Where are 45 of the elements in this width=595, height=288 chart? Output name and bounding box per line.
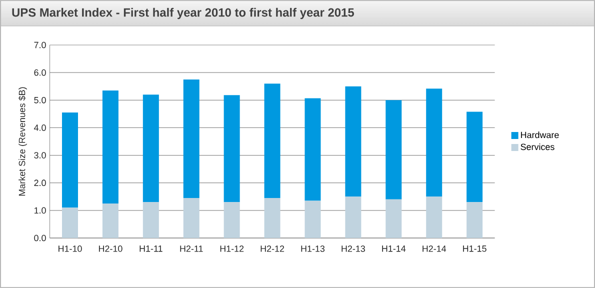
y-tick-label: 5.0 — [34, 96, 46, 104]
bar — [224, 202, 240, 238]
x-tick-label: H1-14 — [382, 246, 406, 252]
y-tick-label: 6.0 — [34, 69, 46, 76]
x-tick-label: H2-13 — [342, 246, 366, 252]
x-tick-label: H2-12 — [260, 246, 284, 252]
bar — [386, 199, 402, 238]
y-tick-label: 1.0 — [34, 207, 46, 214]
bar — [386, 100, 402, 200]
legend-label: Hardware — [521, 132, 559, 138]
chart-title: UPS Market Index - First half year 2010 to first half year 2015 — [12, 8, 354, 20]
bar — [426, 88, 442, 197]
bar — [426, 196, 442, 238]
x-tick-label: H2-14 — [422, 246, 446, 252]
bar — [304, 98, 321, 201]
y-axis-title: Market Size (Revenues $B) — [18, 87, 27, 196]
y-tick-label: 3.0 — [34, 152, 46, 158]
bar — [345, 86, 362, 197]
x-tick-label: H2-11 — [180, 246, 203, 252]
bar — [466, 202, 483, 238]
y-tick-label: 0.0 — [34, 234, 46, 242]
bar — [183, 198, 200, 238]
bar — [62, 112, 78, 208]
bar — [224, 95, 240, 202]
bar — [62, 208, 78, 238]
bar — [102, 90, 118, 204]
x-tick-label: H1-12 — [220, 246, 244, 252]
bar — [264, 84, 280, 198]
legend-label: Services — [520, 143, 554, 150]
x-tick-label: H1-11 — [140, 246, 162, 252]
bar — [183, 79, 200, 198]
bar — [264, 198, 280, 238]
bar — [102, 204, 118, 238]
bar — [304, 200, 321, 238]
y-tick-label: 7.0 — [34, 42, 46, 48]
y-tick-label: 2.0 — [34, 180, 46, 186]
x-tick-label: H1-15 — [463, 246, 486, 252]
x-tick-label: H1-10 — [58, 246, 82, 252]
x-tick-label: H2-10 — [98, 246, 122, 252]
bar — [345, 196, 362, 238]
bar — [142, 202, 159, 238]
y-tick-label: 4.0 — [34, 124, 46, 131]
bar — [142, 94, 159, 202]
bar — [466, 112, 483, 202]
x-tick-label: H1-13 — [301, 246, 325, 252]
